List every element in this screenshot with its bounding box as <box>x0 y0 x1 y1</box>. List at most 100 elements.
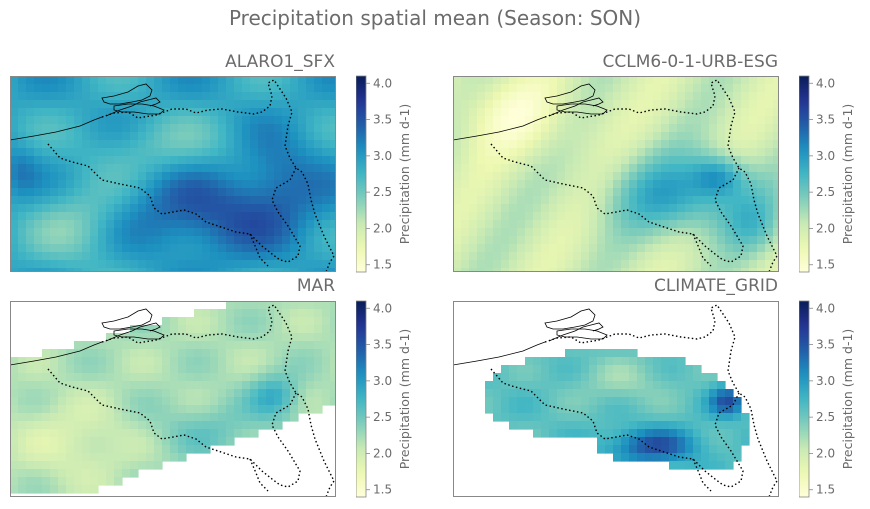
grid-cell <box>66 357 75 366</box>
grid-cell <box>154 204 163 213</box>
grid-cell <box>226 84 235 93</box>
grid-cell <box>477 188 486 197</box>
grid-cell <box>114 76 123 85</box>
grid-cell <box>210 148 219 157</box>
grid-cell <box>741 100 750 109</box>
grid-cell <box>106 429 115 438</box>
grid-cell <box>90 236 99 245</box>
grid-cell <box>322 140 331 149</box>
grid-cell <box>106 132 115 141</box>
grid-cell <box>621 92 630 101</box>
grid-cell <box>733 100 742 109</box>
grid-cell <box>90 349 99 358</box>
grid-cell <box>18 381 27 390</box>
grid-cell <box>733 132 742 141</box>
grid-cell <box>18 365 27 374</box>
grid-cell <box>565 365 574 374</box>
grid-cell <box>98 421 107 430</box>
grid-cell <box>50 196 59 205</box>
grid-cell <box>34 204 43 213</box>
grid-cell <box>274 108 283 117</box>
grid-cell <box>50 260 59 269</box>
grid-cell <box>34 413 43 422</box>
grid-cell <box>194 228 203 237</box>
grid-cell <box>202 365 211 374</box>
grid-cell <box>733 453 742 462</box>
grid-cell <box>757 148 766 157</box>
grid-cell <box>501 116 510 125</box>
grid-cell <box>597 349 606 358</box>
grid-cell <box>178 228 187 237</box>
grid-cell <box>525 108 534 117</box>
grid-cell <box>138 252 147 261</box>
grid-cell <box>645 365 654 374</box>
grid-cell <box>282 156 291 165</box>
grid-cell <box>250 228 259 237</box>
grid-cell <box>42 421 51 430</box>
grid-cell <box>98 413 107 422</box>
grid-cell <box>677 188 686 197</box>
grid-cell <box>122 188 131 197</box>
grid-cell <box>298 204 307 213</box>
grid-cell <box>645 228 654 237</box>
grid-cell <box>557 381 566 390</box>
grid-cell <box>114 397 123 406</box>
grid-cell <box>629 196 638 205</box>
grid-cell <box>709 445 718 454</box>
grid-cell <box>106 413 115 422</box>
grid-cell <box>106 373 115 382</box>
grid-cell <box>50 485 59 494</box>
grid-cell <box>114 421 123 430</box>
grid-cell <box>218 188 227 197</box>
grid-cell <box>122 92 131 101</box>
grid-cell <box>58 421 67 430</box>
grid-cell <box>138 365 147 374</box>
grid-cell <box>202 172 211 181</box>
grid-cell <box>242 381 251 390</box>
grid-cell <box>525 405 534 414</box>
grid-cell <box>82 236 91 245</box>
grid-cell <box>605 389 614 398</box>
grid-cell <box>493 268 502 272</box>
grid-cell <box>226 124 235 133</box>
grid-cell <box>485 180 494 189</box>
grid-cell <box>290 188 299 197</box>
grid-cell <box>605 244 614 253</box>
grid-cell <box>725 429 734 438</box>
grid-cell <box>765 172 774 181</box>
grid-cell <box>122 172 131 181</box>
grid-cell <box>493 140 502 149</box>
grid-cell <box>146 461 155 470</box>
grid-cell <box>290 100 299 109</box>
grid-cell <box>154 228 163 237</box>
grid-cell <box>58 357 67 366</box>
grid-cell <box>282 108 291 117</box>
grid-cell <box>573 220 582 229</box>
grid-cell <box>178 268 187 272</box>
grid-cell <box>645 92 654 101</box>
grid-cell <box>114 164 123 173</box>
grid-cell <box>645 76 654 85</box>
grid-cell <box>250 252 259 261</box>
grid-cell <box>146 357 155 366</box>
grid-cell <box>178 204 187 213</box>
grid-cell <box>461 268 470 272</box>
grid-cell <box>330 333 336 342</box>
grid-cell <box>613 381 622 390</box>
grid-cell <box>509 260 518 269</box>
grid-cell <box>533 148 542 157</box>
grid-cell <box>733 204 742 213</box>
grid-cell <box>250 148 259 157</box>
grid-cell <box>146 453 155 462</box>
grid-cell <box>549 357 558 366</box>
grid-cell <box>226 172 235 181</box>
grid-cell <box>330 357 336 366</box>
grid-cell <box>242 100 251 109</box>
grid-cell <box>226 373 235 382</box>
colorbar-label: Precipitation (mm d-1) <box>840 329 855 470</box>
grid-cell <box>725 220 734 229</box>
grid-cell <box>170 421 179 430</box>
grid-cell <box>130 172 139 181</box>
grid-cell <box>322 301 331 310</box>
grid-cell <box>581 252 590 261</box>
